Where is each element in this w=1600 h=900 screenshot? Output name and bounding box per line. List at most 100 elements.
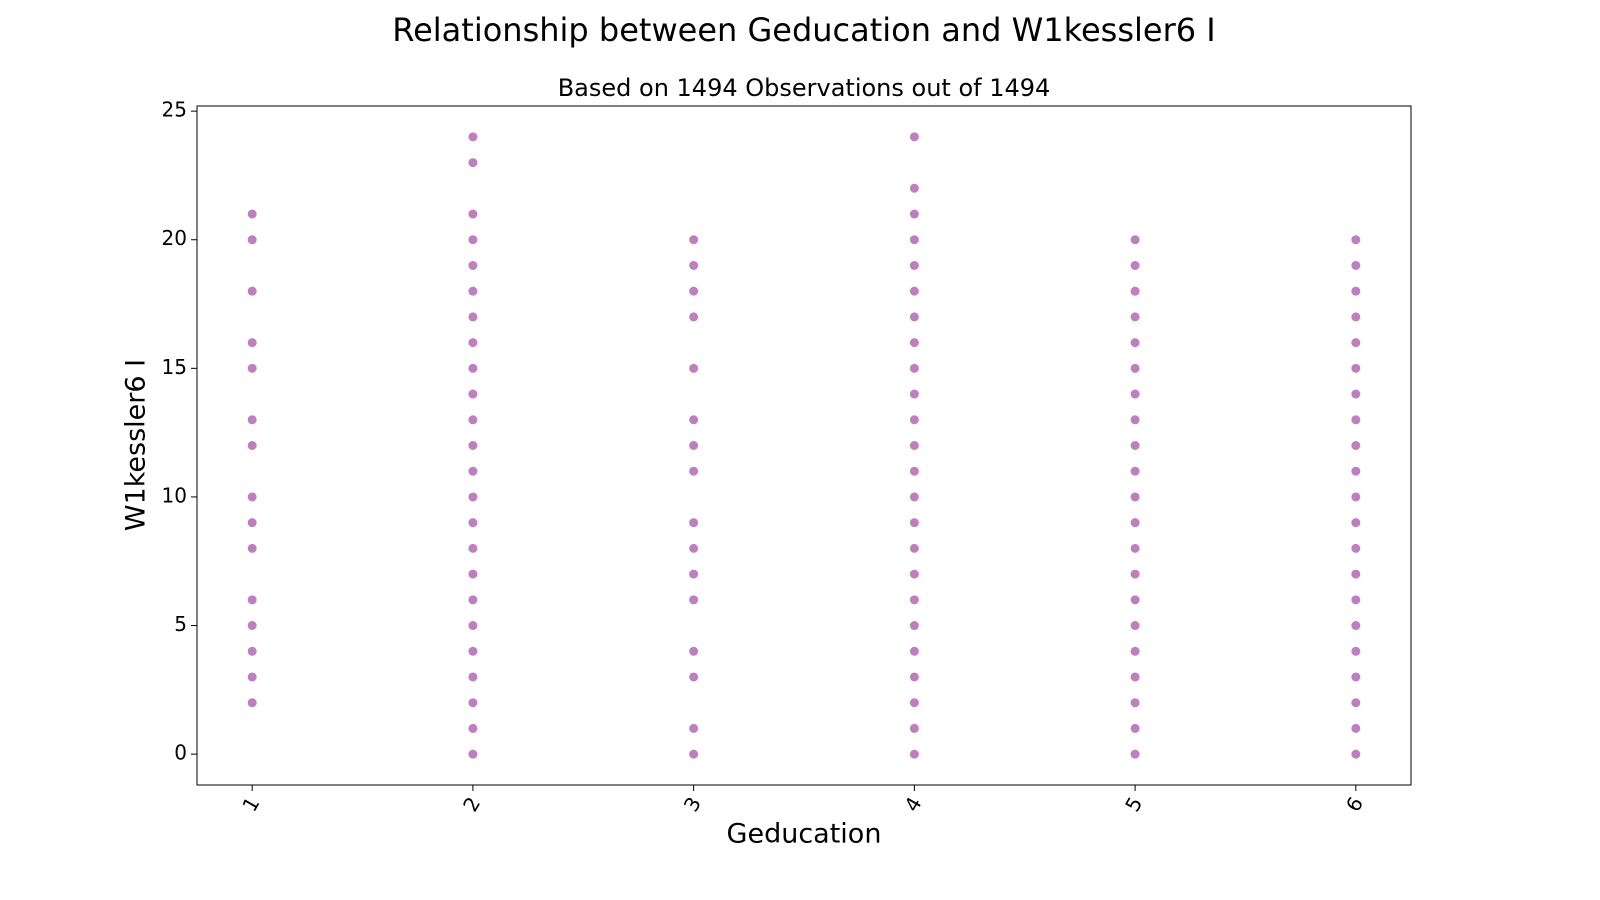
point (689, 595, 699, 605)
point (1351, 260, 1361, 270)
point (468, 338, 478, 348)
point (247, 698, 257, 708)
x-axis-label: Geducation (727, 819, 882, 850)
point (909, 569, 919, 579)
point (468, 260, 478, 270)
point (247, 621, 257, 631)
point (247, 235, 257, 245)
point (689, 466, 699, 476)
point (468, 466, 478, 476)
point (1130, 672, 1140, 682)
y-tick-label: 25 (162, 98, 187, 122)
point (468, 723, 478, 733)
point (689, 543, 699, 553)
x-tick-label: 2 (458, 793, 485, 816)
point (468, 595, 478, 605)
point (1351, 595, 1361, 605)
point (1130, 466, 1140, 476)
point (468, 286, 478, 296)
point (689, 749, 699, 759)
point (1130, 492, 1140, 502)
point (247, 672, 257, 682)
y-tick-label: 5 (174, 612, 187, 636)
point (909, 723, 919, 733)
point (1130, 595, 1140, 605)
point (689, 441, 699, 450)
point (468, 389, 478, 399)
point (909, 441, 919, 450)
point (1130, 518, 1140, 528)
point (909, 621, 919, 631)
point (1351, 518, 1361, 528)
point (1130, 235, 1140, 245)
point (468, 672, 478, 682)
point (1351, 749, 1361, 759)
point (1130, 621, 1140, 631)
point (909, 543, 919, 553)
point (1351, 543, 1361, 553)
point (468, 569, 478, 579)
point (468, 209, 478, 219)
point (468, 415, 478, 425)
point (1130, 723, 1140, 733)
point (1351, 492, 1361, 502)
point (909, 235, 919, 245)
point (689, 723, 699, 733)
point (1351, 698, 1361, 708)
point (689, 286, 699, 296)
point (1351, 415, 1361, 425)
point (689, 260, 699, 270)
point (689, 363, 699, 373)
point (1130, 389, 1140, 399)
point (1130, 543, 1140, 553)
point (247, 441, 257, 450)
point (909, 389, 919, 399)
point (247, 492, 257, 502)
point (1351, 235, 1361, 245)
y-tick-label: 10 (162, 483, 187, 507)
point (1130, 338, 1140, 348)
point (1130, 260, 1140, 270)
point (1351, 569, 1361, 579)
y-axis-label: W1kessler6 I (121, 359, 152, 531)
point (1130, 698, 1140, 708)
point (1351, 286, 1361, 296)
point (468, 749, 478, 759)
point (1351, 338, 1361, 348)
point (909, 749, 919, 759)
point (689, 415, 699, 425)
point (1351, 621, 1361, 631)
point (909, 595, 919, 605)
point (247, 543, 257, 553)
x-tick-label: 4 (899, 793, 926, 816)
point (909, 286, 919, 296)
point (689, 312, 699, 322)
point (468, 543, 478, 553)
point (1130, 749, 1140, 759)
point (909, 183, 919, 193)
point (1130, 363, 1140, 373)
point (247, 363, 257, 373)
point (1130, 312, 1140, 322)
x-tick-label: 3 (679, 793, 706, 816)
point (1351, 672, 1361, 682)
x-tick-label: 5 (1120, 793, 1147, 816)
point (1351, 363, 1361, 373)
point (909, 209, 919, 219)
point (1351, 466, 1361, 476)
point (909, 492, 919, 502)
point (1130, 441, 1140, 450)
point (468, 312, 478, 322)
point (1351, 723, 1361, 733)
point (1130, 415, 1140, 425)
chart-subtitle: Based on 1494 Observations out of 1494 (558, 74, 1051, 102)
point (247, 595, 257, 605)
point (468, 698, 478, 708)
point (1351, 389, 1361, 399)
x-tick-label: 6 (1341, 793, 1368, 816)
point (689, 672, 699, 682)
point (1130, 646, 1140, 656)
point (689, 646, 699, 656)
point (909, 698, 919, 708)
